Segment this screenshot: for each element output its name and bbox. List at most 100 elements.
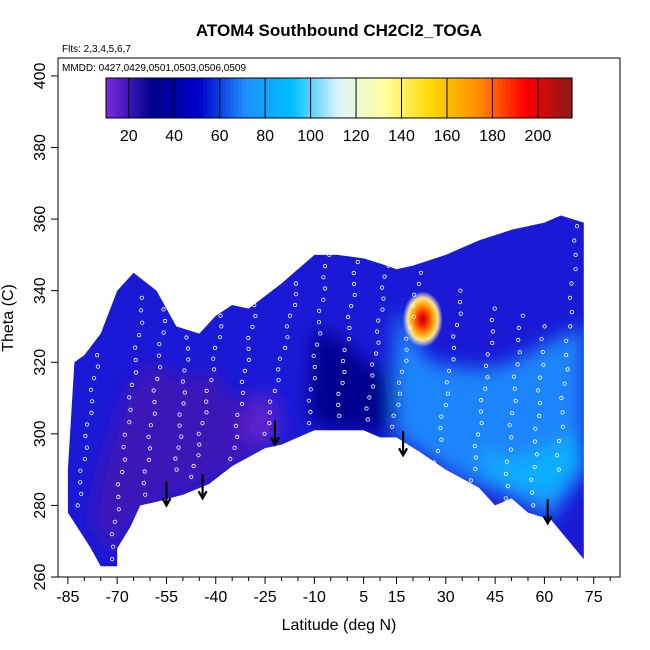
sample-point	[346, 336, 351, 342]
sample-point	[564, 352, 569, 358]
sample-point	[478, 409, 483, 414]
sample-point	[267, 399, 273, 404]
colorbar-cell	[486, 78, 492, 118]
colorbar-cell	[335, 78, 340, 118]
sample-point	[386, 263, 391, 268]
sample-point	[187, 324, 192, 329]
sample-point	[218, 313, 223, 318]
sample-point	[554, 453, 560, 458]
colorbar-cell	[276, 78, 282, 118]
colorbar-cell	[257, 78, 262, 118]
colorbar-cell	[513, 78, 519, 118]
y-axis-label: Theta (C)	[0, 284, 17, 352]
colorbar-cell	[568, 78, 573, 118]
arrow-marker	[542, 499, 553, 526]
sample-point	[468, 478, 474, 483]
sample-point	[351, 281, 357, 287]
sample-point	[200, 420, 205, 426]
colorbar-cell	[451, 78, 457, 118]
colorbar-cell	[463, 78, 468, 118]
sample-point	[272, 388, 277, 393]
colorbar-cell	[517, 78, 523, 118]
colorbar-cell	[525, 78, 530, 118]
colorbar-cell	[249, 78, 255, 118]
sample-point	[78, 480, 83, 485]
colorbar-cell	[269, 78, 274, 118]
colorbar-cell	[210, 78, 216, 118]
sample-point	[537, 413, 542, 418]
sample-point	[276, 377, 281, 383]
sample-point	[312, 376, 317, 381]
sample-point	[306, 398, 311, 403]
sample-point	[380, 307, 385, 312]
colorbar-tick-label: 120	[343, 128, 370, 145]
colorbar-cell	[564, 78, 569, 118]
colorbar-tick-label: 180	[479, 128, 506, 145]
sample-point	[292, 302, 298, 308]
colorbar-cell	[416, 78, 422, 118]
sample-point	[373, 351, 379, 356]
colorbar-cell	[393, 78, 398, 118]
colorbar-cell	[323, 78, 328, 118]
colorbar-tick-label: 80	[256, 128, 274, 145]
sample-point	[253, 313, 258, 319]
sample-point	[147, 446, 153, 451]
y-tick-label: 340	[32, 277, 49, 304]
sample-point	[239, 379, 244, 384]
sample-point	[408, 325, 413, 330]
sample-point	[411, 314, 416, 319]
sample-point	[404, 358, 409, 363]
sample-point	[84, 445, 90, 450]
sample-point	[152, 399, 157, 405]
sample-point	[483, 386, 488, 391]
colorbar-cell	[548, 78, 554, 118]
sample-point	[520, 313, 525, 318]
sample-point	[181, 401, 186, 406]
colorbar-cell	[366, 78, 371, 118]
sample-point	[311, 353, 316, 358]
colorbar-cell	[331, 78, 336, 118]
colorbar-cell	[137, 78, 142, 118]
sample-point	[439, 437, 444, 442]
sample-point	[532, 439, 538, 444]
sample-point	[267, 420, 272, 426]
colorbar-cell	[164, 78, 169, 118]
sample-point	[293, 281, 298, 286]
sample-point	[374, 329, 380, 334]
sample-point	[146, 457, 151, 462]
sample-point	[567, 295, 573, 300]
sample-point	[163, 295, 168, 300]
colorbar-cell	[319, 78, 325, 118]
sample-point	[235, 434, 240, 439]
colorbar-cell	[428, 78, 433, 118]
sample-point	[146, 434, 151, 439]
sample-point	[185, 346, 191, 351]
colorbar-cell	[226, 78, 231, 118]
sample-point	[173, 456, 178, 461]
sample-point	[219, 324, 224, 329]
sample-point	[239, 401, 245, 406]
sample-point	[565, 367, 570, 372]
sample-point	[277, 356, 282, 361]
colorbar-cell	[106, 78, 111, 118]
sample-point	[189, 474, 194, 479]
sample-point	[439, 414, 444, 419]
colorbar-cell	[358, 78, 363, 118]
sample-point	[322, 286, 328, 291]
sample-point	[250, 324, 255, 330]
sample-point	[322, 263, 328, 269]
sample-point	[451, 345, 457, 350]
sample-point	[478, 398, 484, 403]
colorbar-cell	[494, 78, 499, 118]
colorbar-cell	[544, 78, 550, 118]
colorbar-cell	[206, 78, 212, 118]
hotspot-maximum	[402, 291, 443, 348]
sample-point	[120, 469, 125, 475]
colorbar-cell	[292, 78, 297, 118]
colorbar-cell	[350, 78, 356, 118]
colorbar-cell	[362, 78, 367, 118]
sample-point	[141, 480, 146, 486]
sample-point	[293, 292, 298, 297]
region-southern-lavender	[238, 390, 282, 449]
sample-point	[143, 492, 148, 497]
